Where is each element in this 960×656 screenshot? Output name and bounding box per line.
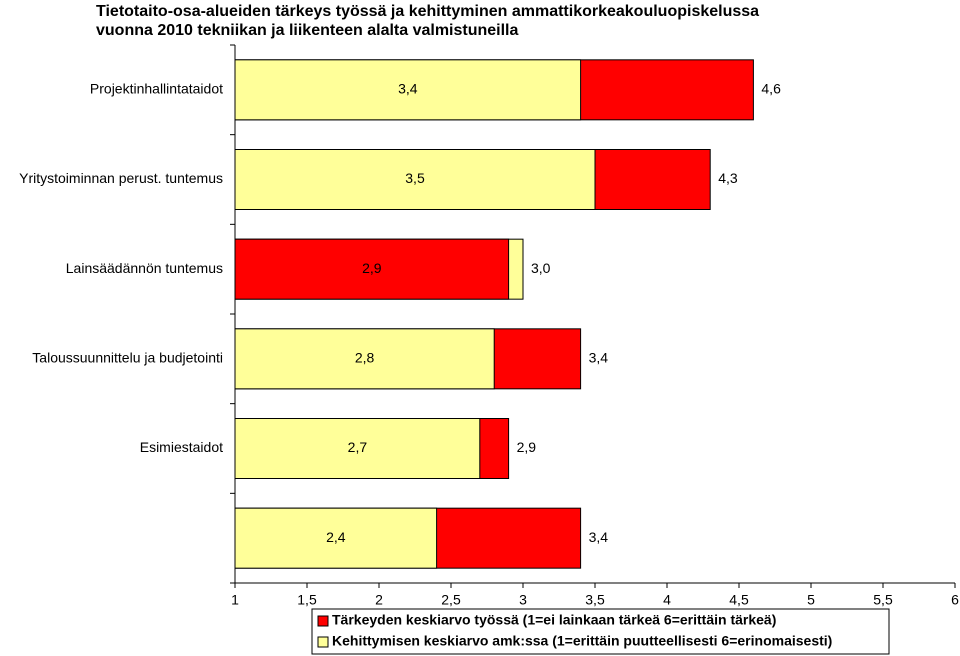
legend-label: Tärkeyden keskiarvo työssä (1=ei lainkaa… xyxy=(332,612,776,628)
x-tick-label: 4 xyxy=(663,592,671,608)
y-tick-label: Taloussuunnittelu ja budjetointi xyxy=(32,350,223,366)
x-tick-label: 5,5 xyxy=(873,592,893,608)
data-label: 4,3 xyxy=(718,170,738,186)
data-label: 2,8 xyxy=(355,350,375,366)
bar xyxy=(234,238,510,300)
data-label: 2,7 xyxy=(348,439,368,455)
chart-title: Tietotaito-osa-alueiden tärkeys työssä j… xyxy=(96,3,759,20)
y-tick-label: Projektinhallintataidot xyxy=(90,81,223,97)
x-tick-label: 3 xyxy=(519,592,527,608)
data-label: 2,9 xyxy=(362,260,382,276)
x-tick-label: 6 xyxy=(951,592,959,608)
data-label: 2,4 xyxy=(326,529,346,545)
data-label: 3,4 xyxy=(398,81,418,97)
legend-swatch xyxy=(317,636,329,648)
data-label: 3,5 xyxy=(405,170,425,186)
legend-swatch xyxy=(317,615,329,627)
x-tick-label: 2 xyxy=(375,592,383,608)
legend-box xyxy=(311,608,890,655)
data-label: 2,9 xyxy=(517,439,537,455)
legend-label: Kehittymisen keskiarvo amk:ssa (1=erittä… xyxy=(332,633,832,649)
bar xyxy=(234,418,481,479)
x-tick-label: 2,5 xyxy=(441,592,461,608)
x-tick-label: 4,5 xyxy=(729,592,749,608)
data-label: 3,4 xyxy=(589,529,609,545)
data-label: 3,0 xyxy=(531,260,551,276)
x-tick-label: 1,5 xyxy=(297,592,317,608)
y-tick-label: Yritystoiminnan perust. tuntemus xyxy=(19,170,223,186)
data-label: 4,6 xyxy=(761,81,781,97)
data-label: 3,4 xyxy=(589,350,609,366)
bar xyxy=(234,507,438,569)
x-tick-label: 5 xyxy=(807,592,815,608)
y-tick-label: Lainsäädännön tuntemus xyxy=(66,260,223,276)
legend: Tärkeyden keskiarvo työssä (1=ei lainkaa… xyxy=(311,608,890,655)
bar xyxy=(234,59,582,121)
bar xyxy=(234,328,495,390)
bar xyxy=(234,149,596,210)
x-tick-label: 1 xyxy=(231,592,239,608)
y-tick-label: Esimiestaidot xyxy=(140,439,223,455)
chart-title: vuonna 2010 tekniikan ja liikenteen alal… xyxy=(96,22,519,39)
x-tick-label: 3,5 xyxy=(585,592,605,608)
